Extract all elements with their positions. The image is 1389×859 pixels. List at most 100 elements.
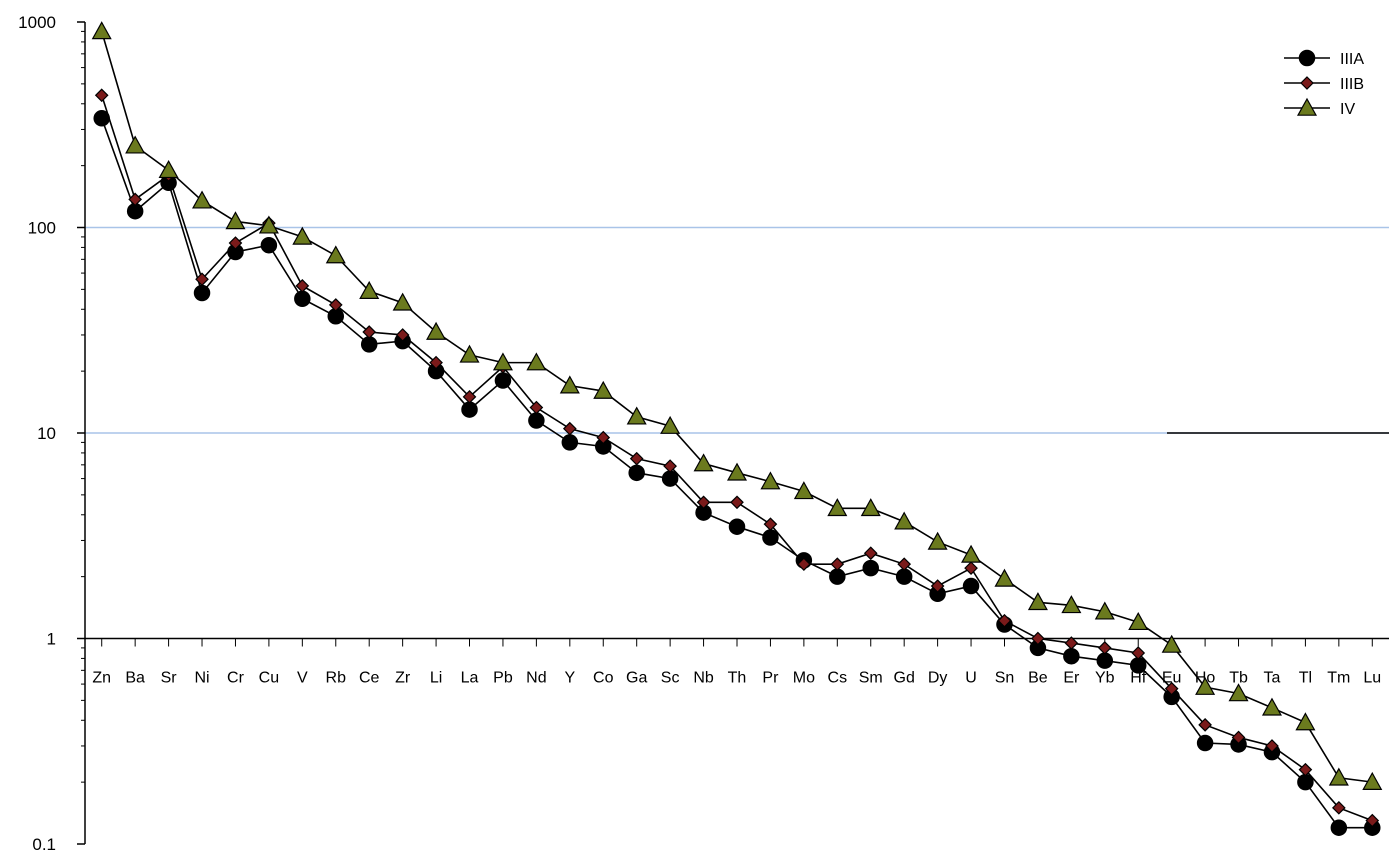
x-tick-label-ba: Ba: [125, 670, 145, 687]
x-tick-label-th: Th: [728, 670, 747, 687]
data-point-iv-cr: [225, 211, 246, 230]
x-tick-labels: Zn Ba Sr Ni Cr Cu V Rb Ce Zr Li La Pb Nd Y Co Ga Sc Nb Th Pr…: [92, 670, 1381, 687]
data-point-iiia-sc: [661, 470, 679, 487]
data-point-iv-cs: [827, 498, 848, 517]
data-point-iv-co: [593, 380, 614, 399]
legend-entry-iv: IV: [1284, 97, 1355, 118]
y-tick-label: 1000: [18, 13, 56, 32]
data-point-iiib-la: [462, 389, 477, 404]
data-point-iiia-ce: [360, 336, 378, 353]
data-point-iiib-gd: [897, 557, 912, 572]
data-point-iv-mo: [793, 481, 814, 500]
legend-label-iv: IV: [1340, 101, 1355, 118]
data-point-iiib-sc: [663, 459, 677, 473]
x-tick-label-co: Co: [593, 670, 614, 687]
data-point-iv-tm: [1328, 767, 1349, 786]
data-point-iiia-tl: [1297, 773, 1314, 791]
data-point-iv-eu: [1161, 634, 1182, 653]
data-point-iv-hf: [1128, 611, 1149, 631]
data-point-iiib-tm: [1331, 800, 1346, 815]
data-point-iiia-u: [962, 577, 980, 595]
data-point-iv-tb: [1228, 683, 1249, 702]
data-point-iv-nd: [526, 352, 547, 371]
data-point-iiib-ho: [1198, 718, 1212, 732]
data-point-iiib-er: [1064, 636, 1079, 650]
data-point-iv-y: [559, 375, 580, 394]
data-point-iiib-ni: [195, 272, 209, 287]
y-tick-label: 100: [28, 219, 56, 238]
x-tick-label-tm: Tm: [1327, 670, 1350, 687]
data-point-iiib-be: [1031, 631, 1045, 646]
x-tick-label-cs: Cs: [828, 670, 848, 687]
data-point-iiia-gd: [895, 568, 913, 585]
x-tick-label-u: U: [965, 670, 977, 687]
data-point-iiib-sm: [863, 546, 878, 561]
x-tick-label-ga: Ga: [626, 670, 647, 687]
legend: IIIA IIIB IV: [1284, 49, 1364, 118]
x-tick-label-li: Li: [430, 670, 442, 687]
x-tick-label-mo: Mo: [793, 670, 815, 687]
data-point-iv-lu: [1362, 771, 1383, 790]
data-point-iiia-v: [294, 290, 311, 308]
data-point-iiib-tb: [1231, 730, 1246, 745]
data-point-iiib-eu: [1164, 681, 1179, 696]
y-tick-labels: 0.1 1 10 100 1000: [18, 13, 56, 854]
series-iiib: [94, 88, 1380, 828]
data-point-iv-ba: [125, 135, 146, 154]
data-point-iiib-co: [596, 430, 611, 445]
data-point-iv-rb: [325, 245, 346, 264]
x-tick-label-ce: Ce: [359, 670, 380, 687]
data-point-iiib-nd: [529, 400, 544, 415]
data-point-iiib-sn: [997, 613, 1012, 628]
data-point-iiib-ga: [629, 451, 644, 466]
data-point-iiia-cu: [260, 236, 278, 254]
data-point-iiib-ce: [362, 325, 377, 339]
data-point-iiia-cs: [829, 568, 846, 585]
data-point-iiib-v: [295, 279, 310, 293]
x-tick-label-zr: Zr: [395, 670, 411, 687]
data-point-iiia-nd: [528, 412, 545, 429]
data-point-iv-la: [459, 344, 480, 363]
data-point-iiib-cs: [830, 557, 845, 572]
data-point-iiia-er: [1063, 647, 1080, 665]
x-tick-label-yb: Yb: [1095, 670, 1115, 687]
x-tick-label-sr: Sr: [161, 670, 178, 687]
y-tick-label: 0.1: [32, 835, 56, 854]
data-point-iiib-zn: [94, 88, 109, 103]
data-point-iiib-y: [562, 421, 577, 436]
data-point-iiia-tm: [1330, 819, 1348, 836]
x-tick-label-nb: Nb: [693, 670, 714, 687]
data-point-iv-pb: [492, 352, 513, 371]
x-tick-label-ni: Ni: [194, 670, 209, 687]
legend-marker-iv: [1296, 97, 1318, 116]
data-point-iiib-dy: [930, 579, 945, 593]
x-tick-label-dy: Dy: [928, 670, 948, 687]
legend-entry-iiia: IIIA: [1284, 49, 1364, 68]
data-point-iv-th: [726, 462, 748, 481]
x-tick-label-sn: Sn: [995, 670, 1015, 687]
data-point-iiib-li: [429, 355, 443, 370]
data-point-iiib-zr: [395, 328, 410, 342]
legend-label-iiia: IIIA: [1340, 51, 1364, 68]
data-point-iv-zn: [91, 21, 112, 40]
data-point-iv-yb: [1094, 601, 1115, 620]
data-point-iv-ce: [359, 280, 380, 299]
x-tick-label-be: Be: [1028, 670, 1048, 687]
gridlines: [85, 226, 1389, 434]
data-point-iv-er: [1061, 595, 1082, 614]
data-point-iv-cu: [258, 215, 279, 234]
x-tick-label-nd: Nd: [526, 670, 546, 687]
series: [91, 21, 1383, 836]
y-tick-label: 10: [37, 424, 56, 443]
x-tick-label-cr: Cr: [227, 670, 245, 687]
data-point-iiia-sm: [862, 559, 879, 577]
x-tick-label-lu: Lu: [1363, 670, 1381, 687]
data-point-iiib-ba: [128, 192, 143, 207]
x-tick-label-v: V: [297, 670, 308, 687]
data-point-iv-u: [961, 544, 982, 563]
data-point-iiia-yb: [1096, 652, 1114, 669]
x-tick-label-ta: Ta: [1264, 670, 1281, 687]
legend-marker-iiia: [1298, 49, 1316, 67]
